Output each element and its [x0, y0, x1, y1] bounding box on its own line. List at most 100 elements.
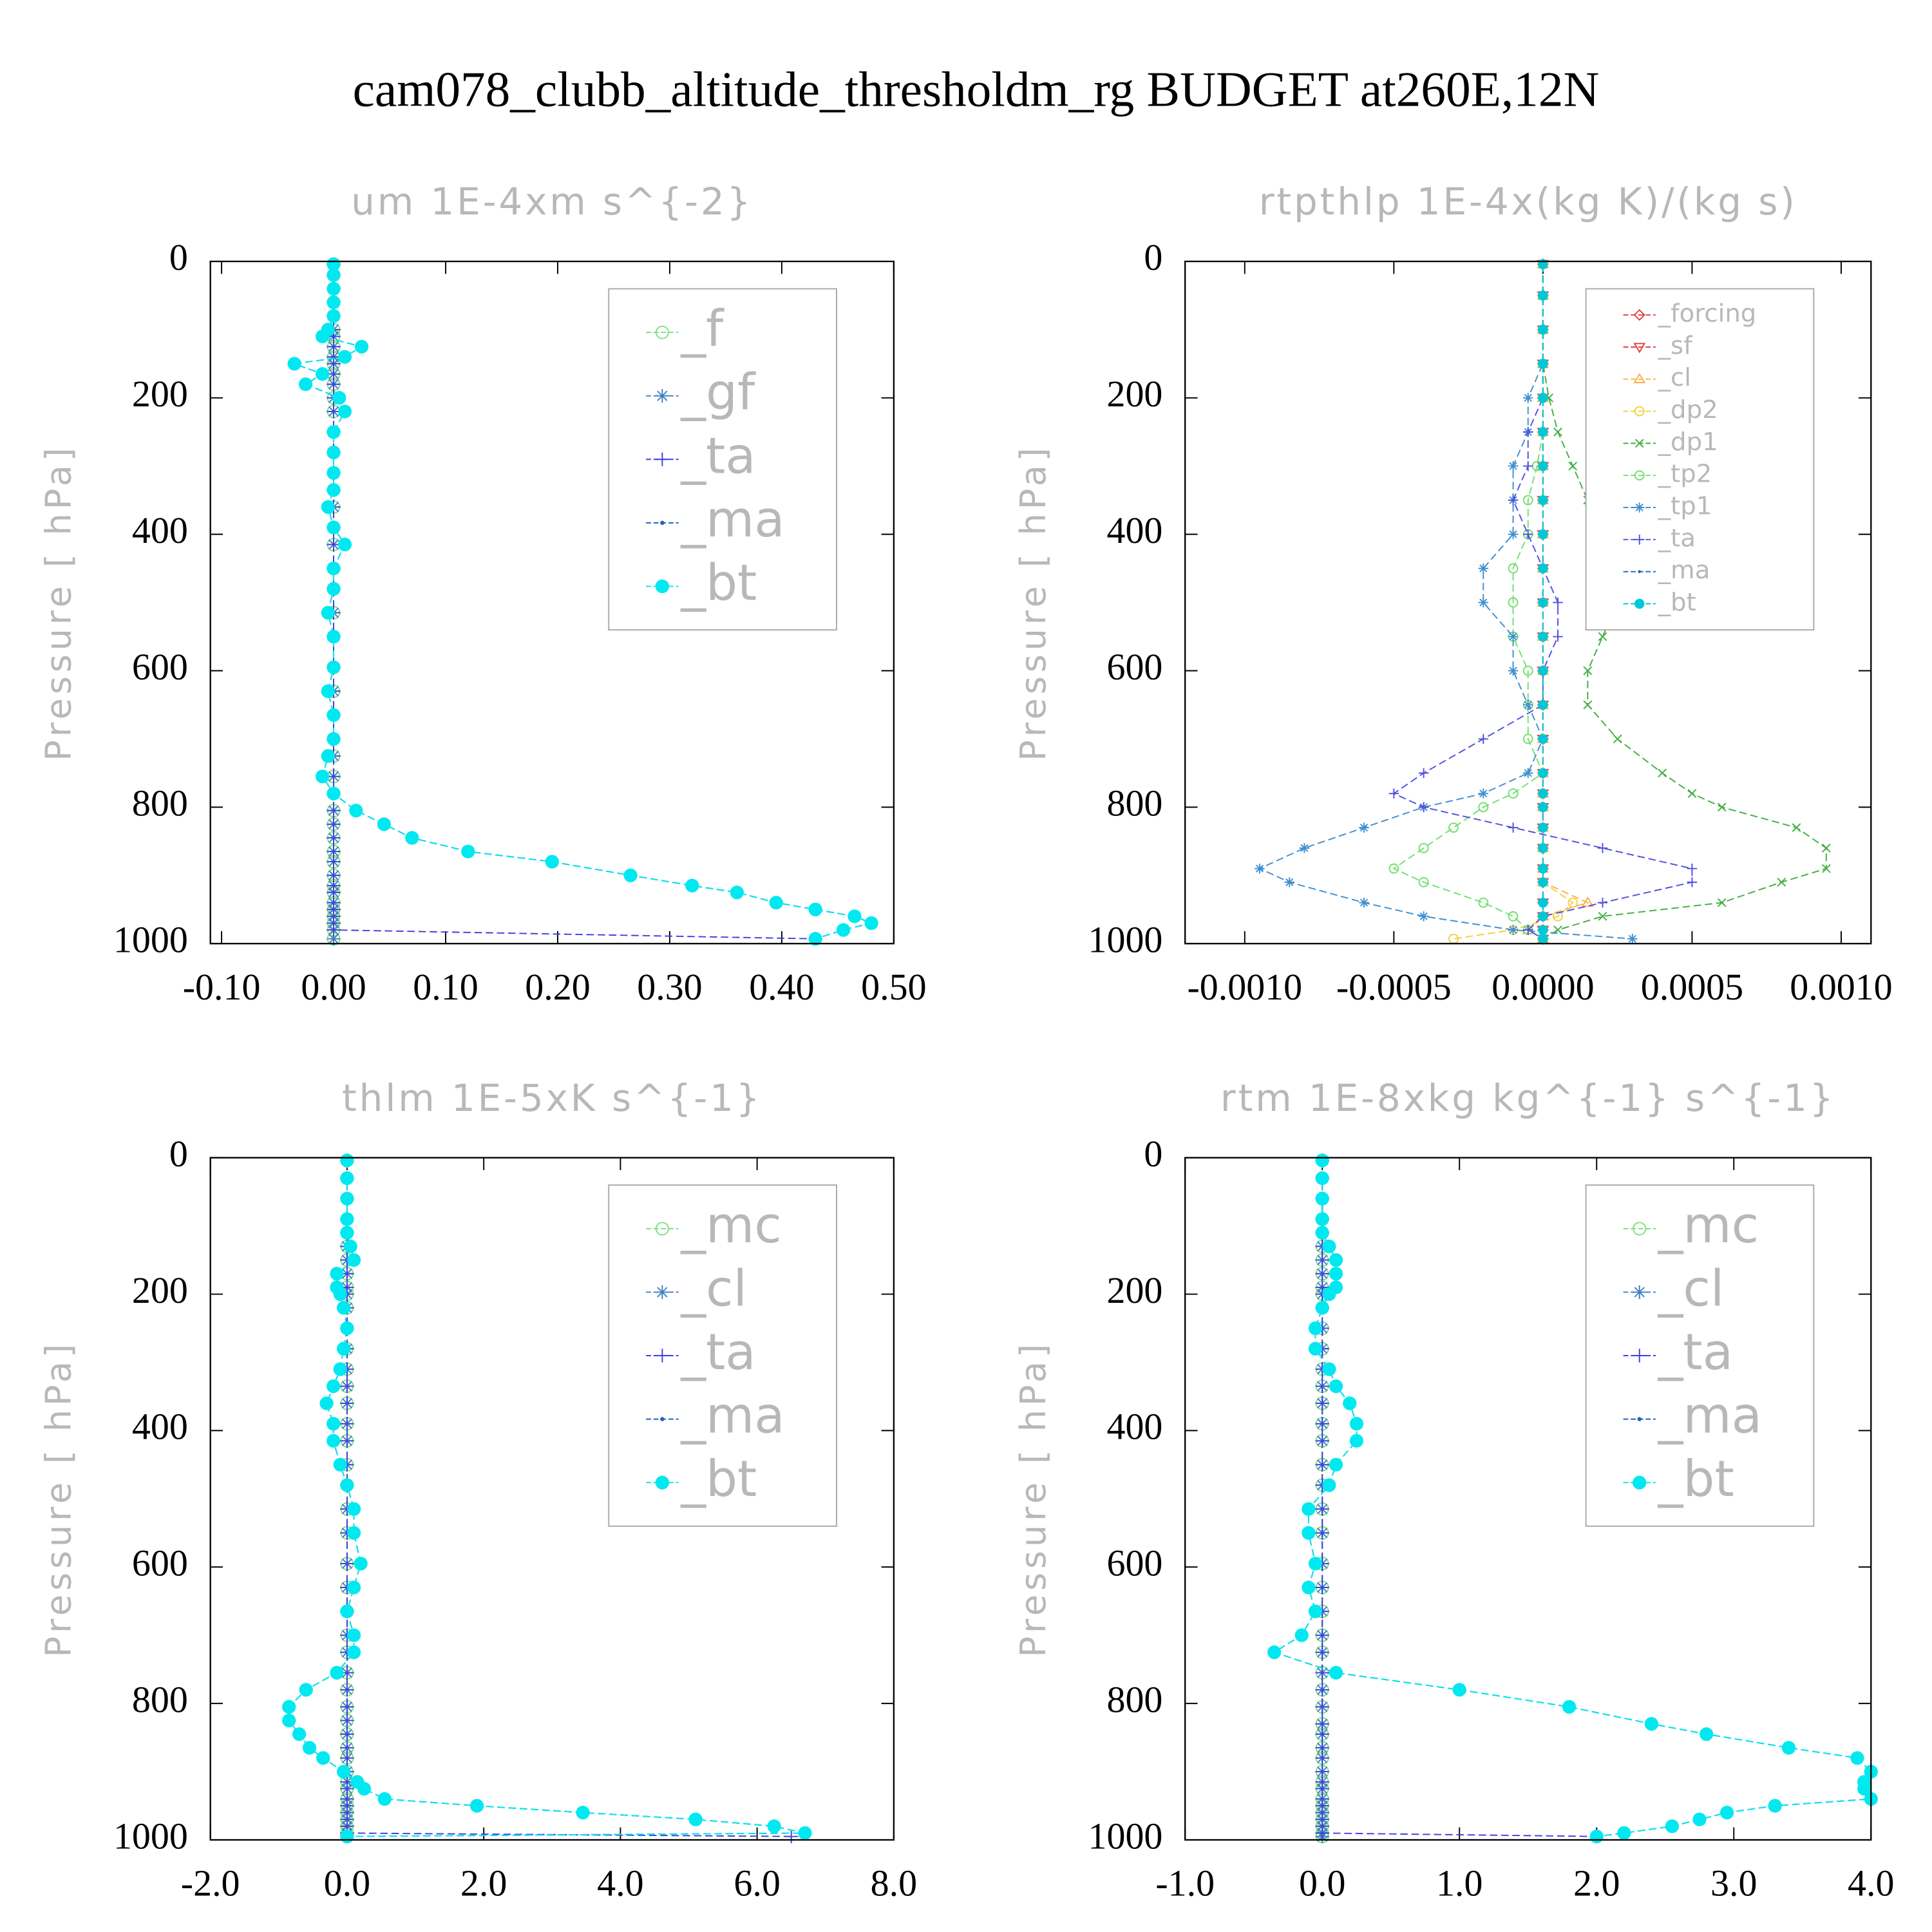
marker — [1315, 1191, 1329, 1206]
marker — [798, 1826, 812, 1840]
marker — [1508, 911, 1519, 922]
marker — [405, 831, 419, 845]
y-tick-label: 600 — [132, 646, 188, 688]
marker — [730, 886, 744, 900]
marker — [1349, 1417, 1364, 1431]
marker — [327, 377, 341, 392]
marker — [1781, 1741, 1796, 1755]
marker — [767, 1819, 781, 1833]
legend-label: _sf — [1658, 331, 1693, 360]
marker — [1308, 1321, 1323, 1336]
marker — [1508, 529, 1519, 540]
marker — [327, 268, 341, 282]
marker — [327, 660, 341, 674]
x-tick-label: 0.10 — [413, 966, 478, 1008]
marker — [1700, 1727, 1714, 1741]
marker — [298, 377, 313, 392]
marker — [340, 1830, 354, 1844]
legend-marker — [1634, 470, 1645, 481]
panel-title: thlm 1E-5xK s^{-1} — [342, 1076, 762, 1120]
marker — [327, 561, 341, 576]
marker — [1508, 563, 1519, 574]
legend-label: _ta — [680, 1323, 755, 1381]
marker — [327, 932, 341, 946]
legend-label: _ma — [680, 1387, 784, 1445]
x-tick-label: 0.0000 — [1492, 966, 1594, 1008]
legend-label: _forcing — [1658, 299, 1757, 328]
legend-label: _cl — [680, 1260, 747, 1318]
legend-marker — [1633, 1285, 1647, 1300]
marker — [864, 916, 878, 931]
marker — [808, 902, 822, 916]
marker — [1322, 1239, 1336, 1254]
marker — [1538, 495, 1548, 506]
y-tick-label: 1000 — [113, 919, 188, 961]
marker — [333, 1362, 347, 1376]
marker — [287, 357, 301, 371]
marker — [1508, 665, 1519, 676]
marker — [1299, 843, 1310, 853]
marker — [623, 868, 638, 882]
marker — [1644, 1717, 1659, 1731]
legend-marker — [655, 579, 669, 594]
marker — [1538, 822, 1548, 833]
panel-title: rtpthlp 1E-4x(kg K)/(kg s) — [1259, 180, 1797, 223]
y-tick-label: 600 — [1106, 1542, 1162, 1584]
marker — [1452, 1683, 1466, 1697]
plot-frame — [209, 1157, 895, 1841]
marker — [327, 732, 341, 746]
y-tick-label: 800 — [1106, 782, 1162, 824]
y-tick-label: 0 — [169, 1133, 188, 1175]
marker — [1538, 597, 1548, 608]
marker — [1687, 789, 1697, 799]
marker — [1359, 897, 1369, 908]
marker — [1478, 802, 1489, 813]
plot-frame — [1184, 1157, 1872, 1841]
plot-frame — [209, 260, 895, 945]
marker — [469, 1799, 484, 1813]
marker — [1478, 734, 1489, 744]
marker — [1329, 1267, 1343, 1281]
marker — [1538, 768, 1548, 779]
marker — [340, 1713, 354, 1728]
legend-marker — [655, 1349, 669, 1363]
legend-box — [608, 288, 837, 631]
legend-marker — [655, 1222, 669, 1236]
legend-marker — [660, 520, 665, 526]
marker — [1581, 896, 1594, 907]
marker — [327, 786, 341, 800]
marker — [1329, 1379, 1343, 1394]
marker — [1597, 843, 1608, 853]
marker — [1359, 822, 1369, 833]
marker — [346, 1526, 361, 1540]
marker — [1538, 788, 1548, 799]
x-tick-label: 0.0010 — [1790, 966, 1892, 1008]
y-tick-label: 600 — [132, 1542, 188, 1584]
marker — [327, 1434, 341, 1448]
marker — [1418, 768, 1429, 779]
marker — [1553, 911, 1563, 922]
marker — [784, 1830, 799, 1844]
legend-marker — [655, 389, 669, 403]
marker — [340, 1727, 354, 1741]
marker — [1538, 877, 1548, 887]
legend-marker — [1633, 1222, 1647, 1236]
marker — [1418, 802, 1429, 813]
marker — [330, 1267, 344, 1281]
y-tick-label: 600 — [1106, 646, 1162, 688]
marker — [340, 1191, 354, 1206]
marker — [1418, 911, 1429, 922]
marker — [1448, 822, 1459, 833]
marker — [337, 537, 352, 552]
marker — [1553, 427, 1562, 437]
legend-marker — [1633, 308, 1645, 321]
legend-marker — [1633, 343, 1646, 354]
y-tick-label: 0 — [1144, 236, 1162, 278]
marker — [327, 629, 341, 644]
marker — [1538, 802, 1548, 813]
marker — [1792, 823, 1801, 832]
marker — [327, 425, 341, 439]
x-tick-label: -0.0005 — [1336, 966, 1452, 1008]
x-tick-label: 1.0 — [1436, 1862, 1482, 1904]
